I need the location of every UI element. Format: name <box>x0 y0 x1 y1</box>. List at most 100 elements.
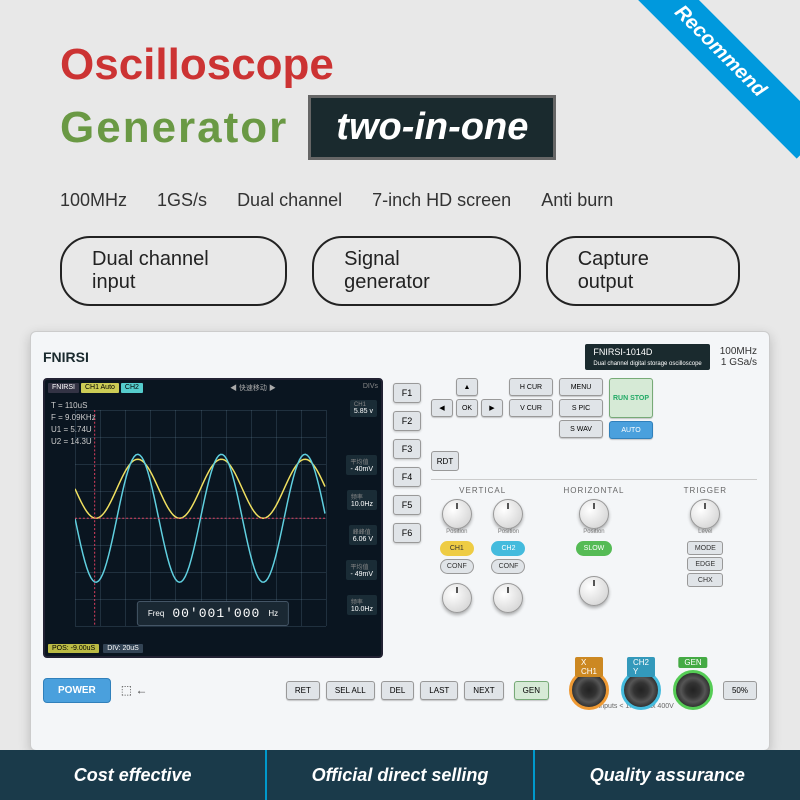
ch1-button[interactable]: CH1 <box>440 541 474 556</box>
v-scale1-knob[interactable] <box>442 583 472 613</box>
bnc-port[interactable]: GEN <box>673 670 713 710</box>
right-panel: ▲ ◀ OK ▶ H CUR V CUR MENU S PIC S WAV RU… <box>431 378 757 658</box>
pill-item: Capture output <box>546 236 740 306</box>
rdt-button[interactable]: RDT <box>431 451 459 471</box>
hcur-button[interactable]: H CUR <box>509 378 553 396</box>
waveform <box>75 410 326 627</box>
up-button[interactable]: ▲ <box>456 378 478 396</box>
screen-brand-chip: FNIRSI <box>48 383 79 393</box>
pct-button[interactable]: 50% <box>723 681 757 700</box>
mode-button[interactable]: MODE <box>687 541 723 555</box>
trig-level-knob[interactable] <box>690 499 720 529</box>
f-button[interactable]: F1 <box>393 383 421 403</box>
two-in-one-badge: two-in-one <box>308 95 556 160</box>
spec-item: Anti burn <box>541 190 613 211</box>
chx-button[interactable]: CHX <box>687 573 723 587</box>
title-line1: Oscilloscope <box>60 40 740 90</box>
horizontal-section: HORIZONTAL Position SLOW <box>542 486 645 619</box>
freq-label-text: Freq <box>148 609 164 618</box>
vcur-button[interactable]: V CUR <box>509 399 553 417</box>
conf2-button[interactable]: CONF <box>491 559 525 574</box>
title-generator: Generator <box>60 103 288 153</box>
h-pos-knob[interactable] <box>579 499 609 529</box>
ch1-chip: CH1 Auto <box>81 383 119 393</box>
specs-row: 100MHz1GS/sDual channel7-inch HD screenA… <box>0 180 800 221</box>
footer-item: Quality assurance <box>533 750 800 800</box>
edge-button[interactable]: EDGE <box>687 557 723 571</box>
menu-button[interactable]: MENU <box>559 378 603 396</box>
spec-item: 1GS/s <box>157 190 207 211</box>
nav-dpad: ▲ ◀ OK ▶ <box>431 378 503 439</box>
run-stop-button[interactable]: RUN STOP <box>609 378 653 418</box>
device-header: FNIRSI FNIRSI-1014DDual channel digital … <box>43 344 757 370</box>
v-scale2-knob[interactable] <box>493 583 523 613</box>
bottom-button[interactable]: DEL <box>381 681 415 700</box>
bottom-button[interactable]: NEXT <box>464 681 503 700</box>
knob-label: Position <box>442 529 472 535</box>
gen-button[interactable]: GEN <box>514 681 549 700</box>
left-button[interactable]: ◀ <box>431 399 453 417</box>
title-line2: Generator two-in-one <box>60 95 740 160</box>
pill-item: Signal generator <box>312 236 521 306</box>
pills-row: Dual channel input Signal generator Captur… <box>0 221 800 331</box>
reading-box: 峰峰值6.06 V <box>349 525 377 545</box>
footer-item: Official direct selling <box>265 750 532 800</box>
ch2-button[interactable]: CH2 <box>491 541 525 556</box>
trigger-label: TRIGGER <box>654 486 757 495</box>
footer-item: Cost effective <box>0 750 265 800</box>
horizontal-label: HORIZONTAL <box>542 486 645 495</box>
f-button[interactable]: F2 <box>393 411 421 431</box>
freq-label: 100MHz1 GSa/s <box>720 346 757 368</box>
f-button[interactable]: F6 <box>393 523 421 543</box>
bnc-label: CH2 Y <box>627 657 655 677</box>
right-button[interactable]: ▶ <box>481 399 503 417</box>
usb-icon: ⬚ ← <box>121 683 148 697</box>
h-scale-knob[interactable] <box>579 576 609 606</box>
device-bottom-row: POWER ⬚ ← RETSEL ALLDELLASTNEXT GEN All … <box>43 670 757 710</box>
auto-button[interactable]: AUTO <box>609 421 653 439</box>
reading-box: 平均值- 40mV <box>346 455 377 475</box>
slow-button[interactable]: SLOW <box>576 541 612 556</box>
reading-box: 平均值- 49mV <box>346 560 377 580</box>
bnc-label: GEN <box>678 657 707 668</box>
freq-panel: Freq 00'001'000 Hz <box>137 601 289 626</box>
reading-box: CH15.85 v <box>350 400 377 417</box>
f-button[interactable]: F5 <box>393 495 421 515</box>
knob-label: Level <box>690 529 720 535</box>
brand-label: FNIRSI <box>43 349 89 365</box>
reading-box: 频率10.0Hz <box>347 490 377 510</box>
title-oscillo: Oscilloscope <box>60 40 334 89</box>
top-button-row: ▲ ◀ OK ▶ H CUR V CUR MENU S PIC S WAV RU… <box>431 378 757 439</box>
bnc-port[interactable]: X CH1 <box>569 670 609 710</box>
swav-button[interactable]: S WAV <box>559 420 603 438</box>
vertical-label: VERTICAL <box>431 486 534 495</box>
reading-box: 频率10.0Hz <box>347 595 377 615</box>
bottom-button[interactable]: LAST <box>420 681 458 700</box>
ok-button[interactable]: OK <box>456 399 478 417</box>
bottom-button[interactable]: SEL ALL <box>326 681 375 700</box>
freq-unit: Hz <box>268 609 278 618</box>
spic-button[interactable]: S PIC <box>559 399 603 417</box>
model-label: FNIRSI-1014DDual channel digital storage… <box>585 344 709 370</box>
v-pos1-knob[interactable] <box>442 499 472 529</box>
power-button[interactable]: POWER <box>43 678 111 703</box>
bnc-port[interactable]: CH2 Y <box>621 670 661 710</box>
bnc-group: All inputs < 1MΩ Max 400V X CH1CH2 YGEN <box>569 670 713 710</box>
spec-item: Dual channel <box>237 190 342 211</box>
bottom-button[interactable]: RET <box>286 681 320 700</box>
screen-bottom-bar: POS: -9.00uSDIV: 20uS <box>48 644 378 653</box>
spec-item: 100MHz <box>60 190 127 211</box>
footer-bar: Cost effectiveOfficial direct sellingQua… <box>0 750 800 800</box>
f-button[interactable]: F4 <box>393 467 421 487</box>
v-pos2-knob[interactable] <box>493 499 523 529</box>
pill-item: Dual channel input <box>60 236 287 306</box>
conf1-button[interactable]: CONF <box>440 559 474 574</box>
knob-label: Position <box>493 529 523 535</box>
f-button[interactable]: F3 <box>393 439 421 459</box>
trigger-section: TRIGGER Level MODE EDGE CHX <box>654 486 757 619</box>
vertical-section: VERTICAL Position Position CH1 CONF CH2 CO… <box>431 486 534 619</box>
knob-label: Position <box>579 529 609 535</box>
f-button-column: F1 F2 F3 F4 F5 F6 <box>393 378 421 658</box>
screen-top-center: ◀ 快速移动 ▶ <box>230 383 276 393</box>
bnc-label: X CH1 <box>575 657 603 677</box>
